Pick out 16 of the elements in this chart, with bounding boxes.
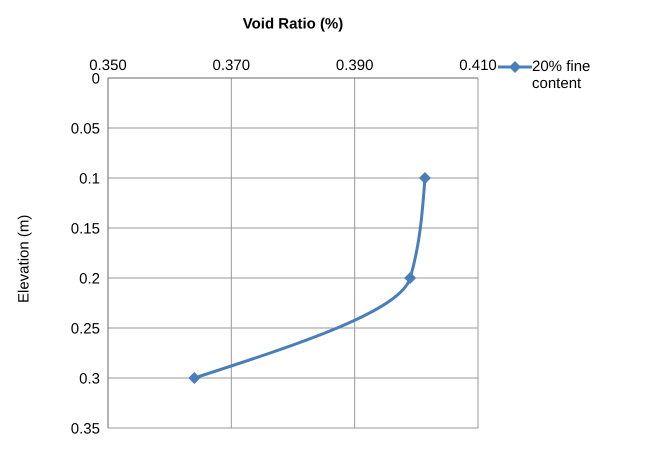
y-tick-label: 0.35 (70, 420, 100, 438)
y-tick-label: 0.25 (70, 320, 100, 338)
y-tick-label: 0.05 (70, 120, 100, 138)
x-tick-label: 0.370 (212, 57, 250, 74)
point (418, 172, 431, 184)
x-tick-label: 0.390 (336, 57, 374, 74)
x-tick-label: 0.410 (459, 57, 497, 74)
point (404, 272, 416, 284)
y-axis-title: Elevation (m) (15, 214, 32, 303)
point (188, 372, 200, 384)
y-tick-label: 0.2 (79, 270, 100, 288)
y-tick-label: 0.15 (70, 220, 100, 238)
x-axis-title: Void Ratio (%) (242, 16, 344, 33)
y-tick-label: 0.1 (79, 170, 100, 188)
legend-label: 20% fine content (532, 58, 592, 92)
y-tick-label: 0.3 (79, 370, 100, 388)
